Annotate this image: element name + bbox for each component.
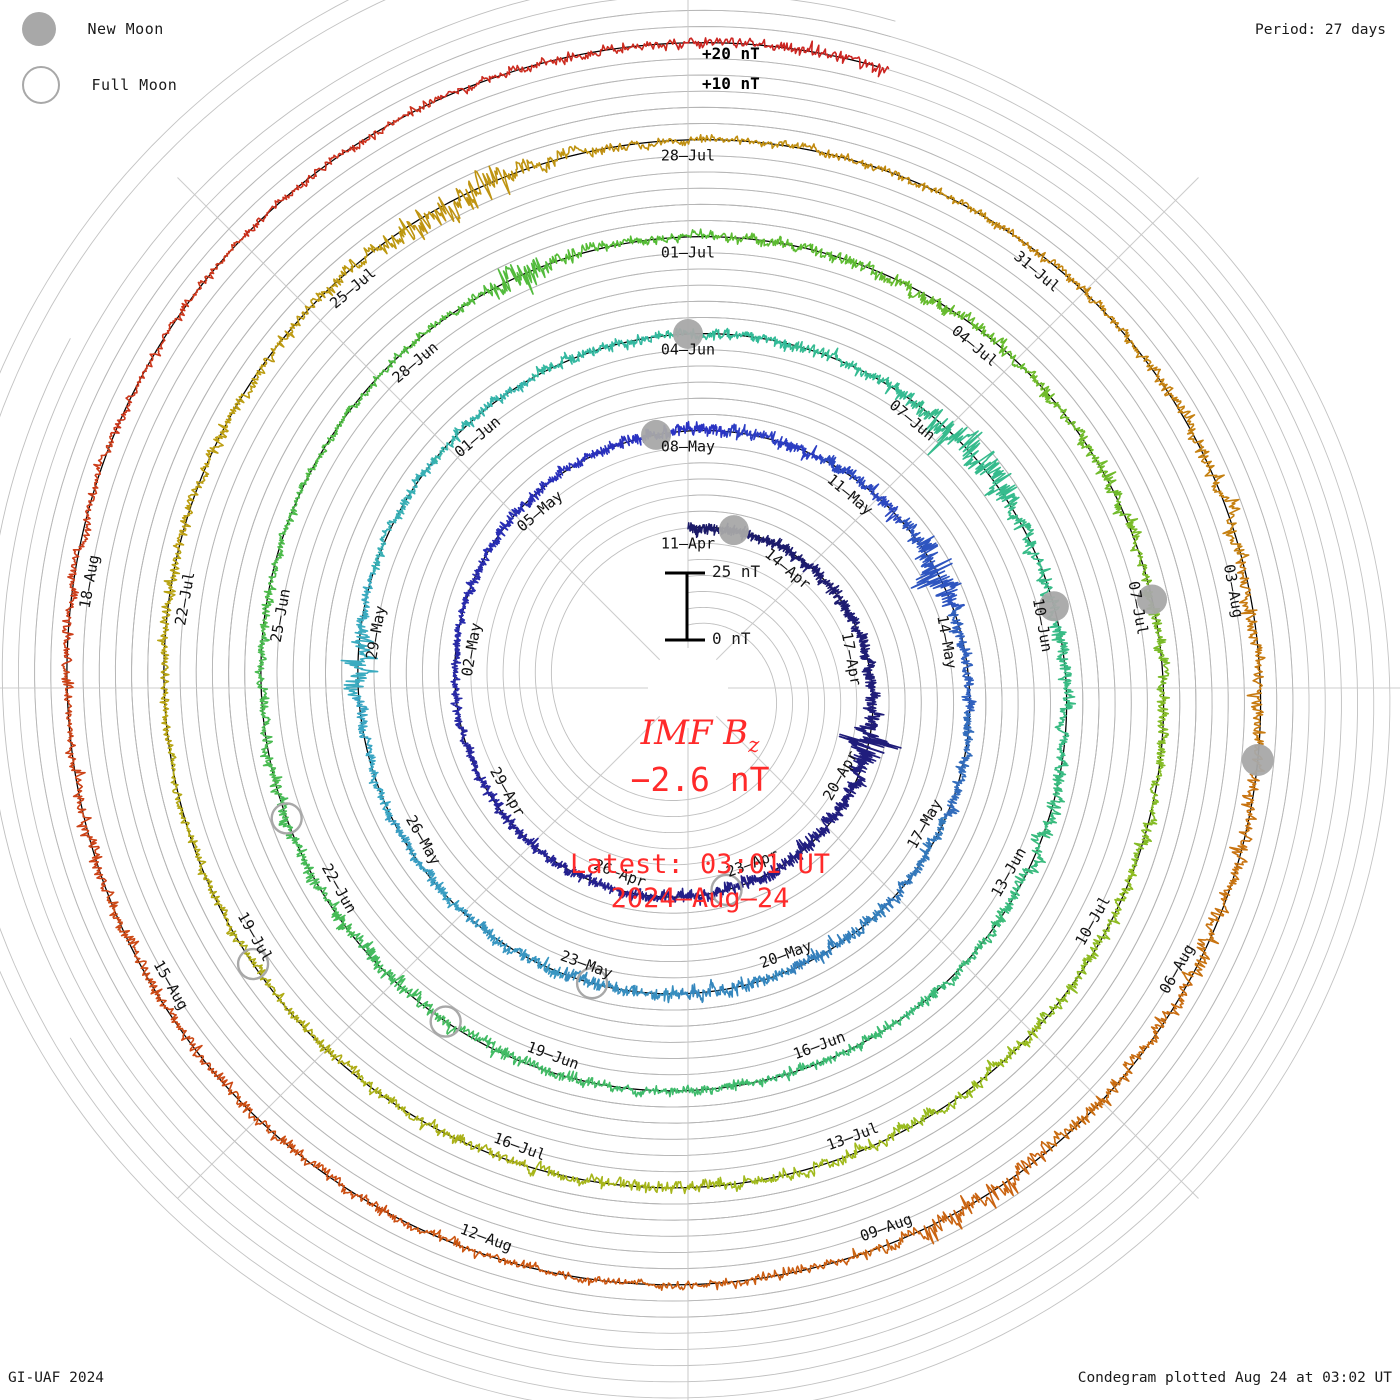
date-label: 19–Jun — [525, 1038, 582, 1074]
date-label: 13–Jun — [987, 844, 1030, 900]
date-label: 08–May — [661, 437, 715, 455]
date-label: 20–May — [757, 936, 814, 972]
date-label: 01–Jun — [451, 412, 504, 461]
date-label: 01–Jul — [661, 243, 715, 261]
legend-new-moon-label: New Moon — [87, 20, 164, 38]
period-label: Period: 27 days — [1255, 22, 1386, 38]
date-label: 11–Apr — [661, 535, 715, 553]
bz-trace — [61, 37, 1266, 1291]
date-label: 20–Apr — [819, 748, 862, 804]
credit-right: Condegram plotted Aug 24 at 03:02 UT — [1077, 1370, 1392, 1386]
full-moon-icon — [22, 66, 60, 104]
scale-bar — [665, 571, 705, 642]
scale-bar-bottom-label: 0 nT — [712, 629, 751, 648]
axis-label-plus10: +10 nT — [702, 74, 760, 93]
date-label: 18–Aug — [76, 553, 103, 610]
date-label: 12–Aug — [458, 1220, 515, 1256]
new-moon-icon — [22, 12, 56, 46]
credit-left: GI-UAF 2024 — [8, 1370, 105, 1386]
date-label: 16–Jun — [791, 1028, 848, 1064]
scale-bar-top-label: 25 nT — [712, 562, 761, 581]
date-label: 25–Jun — [267, 587, 294, 644]
date-label: 28–Jul — [661, 146, 715, 164]
legend-full-moon: Full Moon — [22, 66, 177, 104]
date-label: 04–Jul — [948, 322, 1001, 371]
date-label: 15–Aug — [150, 957, 193, 1013]
date-label: 06–Aug — [1156, 941, 1199, 997]
date-label: 02–May — [458, 621, 485, 678]
date-label: 29–Apr — [486, 764, 529, 820]
moon-markers — [236, 318, 1274, 1038]
date-label: 10–Jul — [1072, 893, 1115, 949]
date-label: 13–Jul — [824, 1119, 881, 1155]
legend-new-moon: New Moon — [22, 12, 164, 46]
legend-full-moon-label: Full Moon — [91, 76, 178, 94]
axis-label-plus20: +20 nT — [702, 44, 760, 63]
date-label: 04–Jun — [661, 340, 715, 358]
